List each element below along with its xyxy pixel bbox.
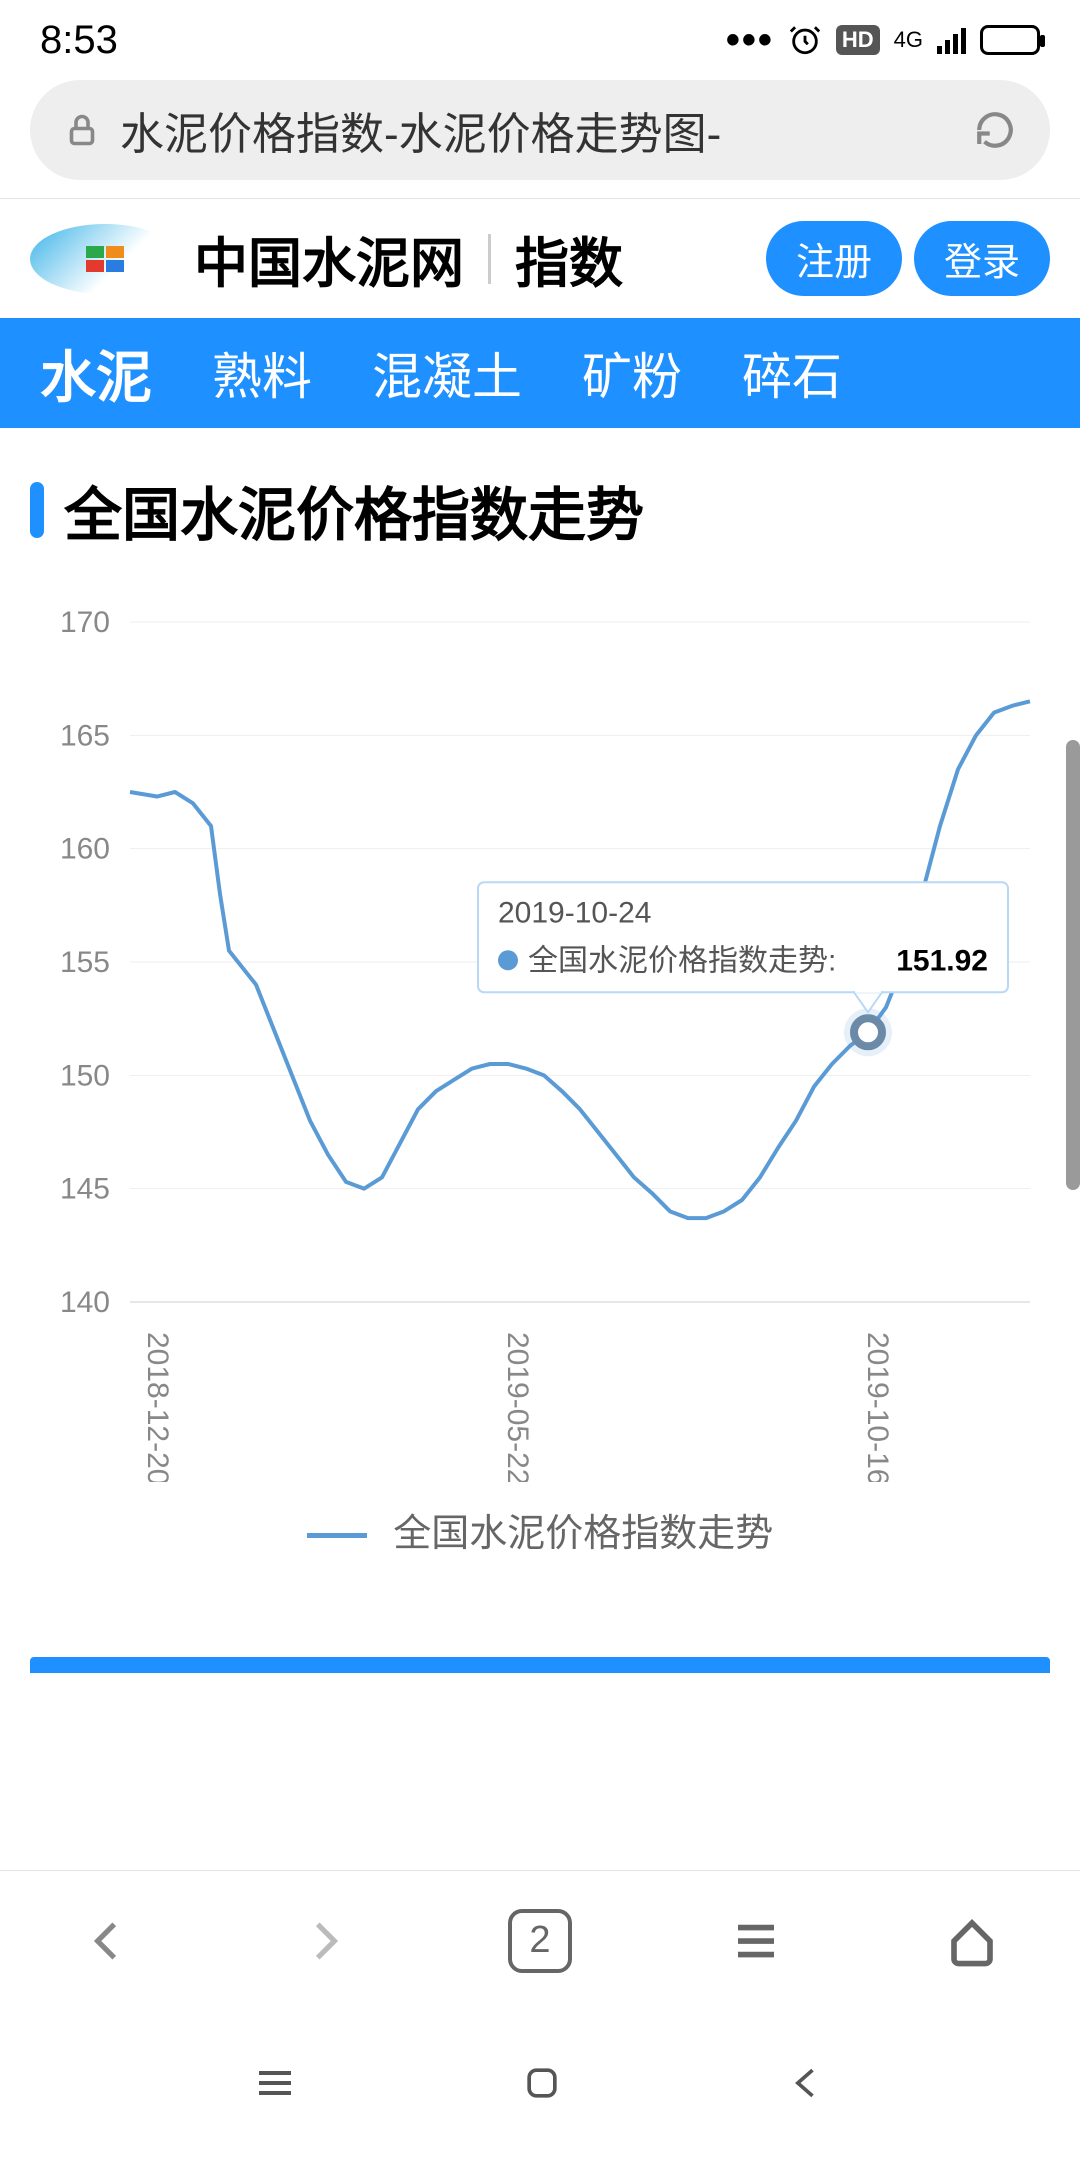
tab-0[interactable]: 水泥 [10,333,182,414]
url-bar[interactable]: 水泥价格指数-水泥价格走势图- [30,80,1050,180]
site-header: 中国水泥网 指数 注册 登录 [0,199,1080,318]
tab-2[interactable]: 混凝土 [342,337,552,409]
svg-text:170: 170 [60,606,110,639]
svg-text:151.92: 151.92 [896,944,988,977]
site-logo[interactable] [30,224,180,294]
section-title: 全国水泥价格指数走势 [64,468,644,552]
tab-3[interactable]: 矿粉 [552,337,712,409]
vertical-divider [488,234,491,284]
site-title: 中国水泥网 [194,219,464,298]
auth-buttons: 注册 登录 [766,221,1050,296]
legend-line-icon [307,1533,367,1538]
url-bar-container: 水泥价格指数-水泥价格走势图- [0,80,1080,198]
next-section-peek [30,1657,1050,1673]
refresh-icon[interactable] [974,109,1016,151]
battery-icon [980,25,1040,55]
sys-home-button[interactable] [520,2061,564,2110]
status-right: ••• HD 4G [726,18,1040,63]
more-icon: ••• [726,18,774,63]
title-accent-bar [30,482,44,538]
register-button[interactable]: 注册 [766,221,902,296]
chart-container: 140 145 150 155 160 165 170 2018-12-20 2019-05-2… [0,572,1080,1597]
sys-recent-button[interactable] [251,2059,299,2112]
svg-text:2019-05-22: 2019-05-22 [501,1332,534,1482]
system-nav [0,2010,1080,2160]
price-chart[interactable]: 140 145 150 155 160 165 170 2018-12-20 2019-05-2… [30,602,1050,1482]
login-button[interactable]: 登录 [914,221,1050,296]
chart-legend: 全国水泥价格指数走势 [30,1482,1050,1597]
tab-4[interactable]: 碎石 [712,337,872,409]
home-button[interactable] [937,1906,1007,1976]
tab-count: 2 [508,1909,572,1973]
status-time: 8:53 [40,18,118,63]
network-label: 4G [894,29,923,51]
svg-text:2019-10-24: 2019-10-24 [498,896,651,929]
section-title-row: 全国水泥价格指数走势 [0,428,1080,572]
tab-1[interactable]: 熟料 [182,337,342,409]
legend-label: 全国水泥价格指数走势 [393,1513,773,1555]
page-content: 中国水泥网 指数 注册 登录 水泥熟料混凝土矿粉碎石 全国水泥价格指数走势 14… [0,198,1080,1673]
svg-text:155: 155 [60,946,110,979]
browser-toolbar: 2 [0,1870,1080,2010]
category-tabs: 水泥熟料混凝土矿粉碎石 [0,318,1080,428]
status-bar: 8:53 ••• HD 4G [0,0,1080,80]
lock-icon [64,112,100,148]
svg-text:160: 160 [60,833,110,866]
svg-text:2019-10-16: 2019-10-16 [861,1332,894,1482]
svg-text:140: 140 [60,1286,110,1319]
svg-text:2018-12-20: 2018-12-20 [141,1332,174,1482]
svg-text:150: 150 [60,1059,110,1092]
svg-text:165: 165 [60,719,110,752]
url-text: 水泥价格指数-水泥价格走势图- [120,98,954,162]
tabs-button[interactable]: 2 [505,1906,575,1976]
hd-badge: HD [836,25,880,55]
back-button[interactable] [73,1906,143,1976]
svg-text:145: 145 [60,1173,110,1206]
svg-text:全国水泥价格指数走势:: 全国水泥价格指数走势: [528,944,836,977]
alarm-icon [788,23,822,57]
sys-back-button[interactable] [785,2061,829,2110]
menu-button[interactable] [721,1906,791,1976]
site-section: 指数 [515,219,623,298]
scroll-indicator[interactable] [1066,740,1080,1190]
signal-icon [937,26,966,54]
forward-button[interactable] [289,1906,359,1976]
